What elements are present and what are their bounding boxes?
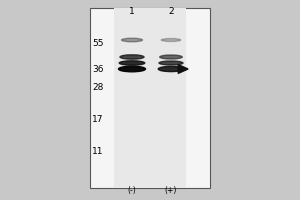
Text: 28: 28: [92, 83, 103, 92]
Text: (-): (-): [128, 186, 136, 195]
Ellipse shape: [159, 61, 183, 65]
Text: 17: 17: [92, 116, 103, 124]
Polygon shape: [178, 65, 188, 73]
Text: 1: 1: [129, 6, 135, 16]
Ellipse shape: [119, 61, 145, 65]
Text: 55: 55: [92, 40, 103, 48]
Bar: [114, 8, 186, 188]
Ellipse shape: [120, 55, 144, 59]
Bar: [90, 8, 210, 188]
Ellipse shape: [122, 38, 142, 42]
Text: 36: 36: [92, 66, 103, 74]
Text: 11: 11: [92, 148, 103, 156]
Ellipse shape: [160, 55, 182, 59]
Ellipse shape: [158, 66, 184, 72]
Text: 2: 2: [168, 6, 174, 16]
Ellipse shape: [161, 38, 181, 42]
Text: (+): (+): [165, 186, 177, 195]
Ellipse shape: [118, 66, 146, 72]
